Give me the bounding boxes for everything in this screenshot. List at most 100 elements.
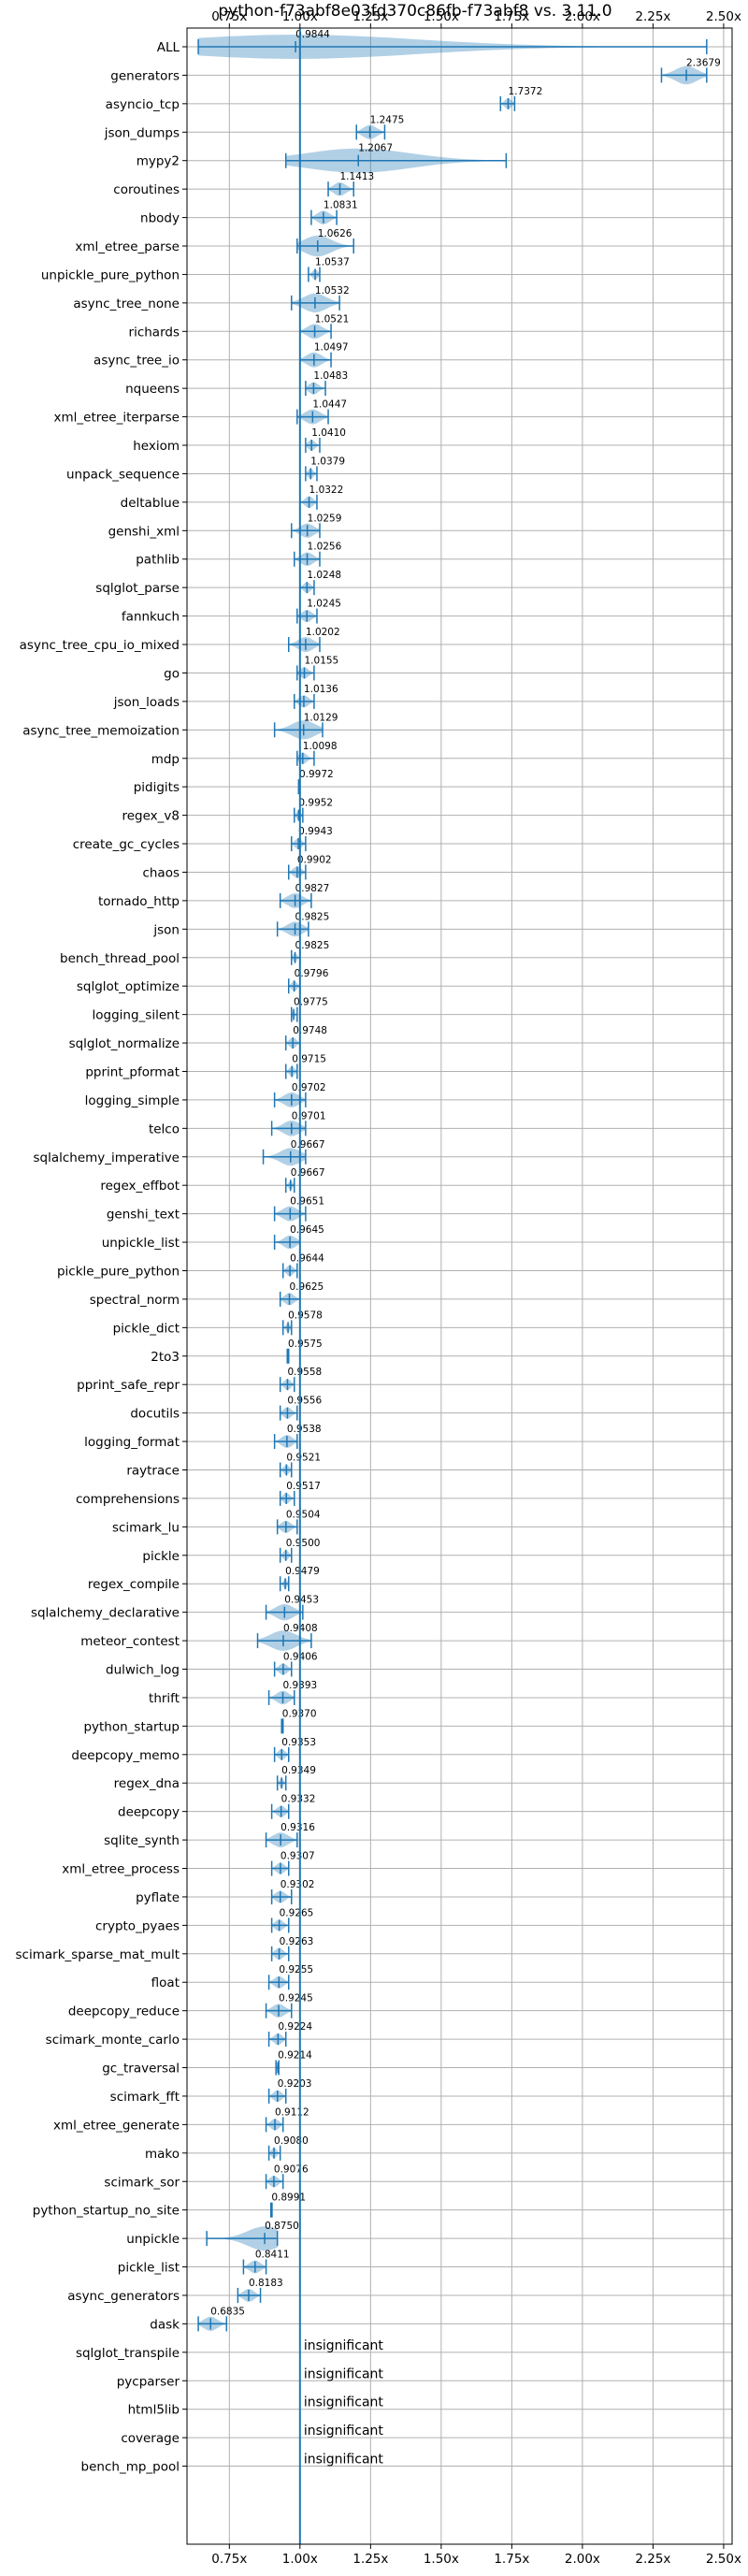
benchmark-mark-tornado_http: 0.9827 xyxy=(279,883,329,908)
benchmark-mark-async_tree_cpu_io_mixed: 1.0202 xyxy=(287,627,340,653)
value-label: 0.9224 xyxy=(278,2021,312,2033)
value-label: 0.8750 xyxy=(265,2221,299,2232)
x-tick-label-top: 0.75x xyxy=(211,9,247,24)
benchmark-mark-spectral_norm: 0.9625 xyxy=(279,1281,324,1307)
value-label: 1.0483 xyxy=(313,370,348,382)
value-label: 0.9943 xyxy=(298,826,333,837)
bottom-axis-ticks: 0.75x 1.00x 1.25x 1.50x 1.75x 2.00x 2.25x 2.50x xyxy=(211,2544,741,2567)
benchmark-label: pickle_dict xyxy=(113,1321,180,1336)
value-label: 2.3679 xyxy=(686,57,721,68)
benchmark-mark-async_generators: 0.8183 xyxy=(237,2278,283,2303)
value-label: 0.9538 xyxy=(287,1424,322,1435)
benchmark-label: scimark_sor xyxy=(104,2175,180,2190)
x-tick-label-bottom: 1.50x xyxy=(424,2552,459,2567)
value-label: 0.9651 xyxy=(290,1196,324,1208)
value-label: 0.9479 xyxy=(285,1566,320,1577)
value-label: 0.9255 xyxy=(279,1964,313,1975)
benchmark-label: bench_mp_pool xyxy=(81,2460,180,2475)
benchmark-mark-mypy2: 1.2067 xyxy=(284,143,508,173)
benchmark-label: ALL xyxy=(157,40,180,55)
benchmark-mark-raytrace: 0.9521 xyxy=(279,1453,321,1478)
benchmark-label: crypto_pyaes xyxy=(95,1918,180,1933)
value-label: 0.9667 xyxy=(291,1167,325,1179)
benchmark-mark-unpickle_pure_python: 1.0537 xyxy=(308,256,350,282)
benchmark-label: sqlglot_normalize xyxy=(69,1036,180,1051)
x-tick-label-top: 1.50x xyxy=(424,9,459,24)
value-label: 0.9214 xyxy=(278,2050,312,2062)
benchmark-mark-richards: 1.0521 xyxy=(299,313,349,340)
benchmark-label: html5lib xyxy=(128,2403,180,2418)
benchmark-label: scimark_monte_carlo xyxy=(46,2033,180,2048)
benchmark-label: telco xyxy=(149,1122,180,1136)
benchmark-label: async_tree_none xyxy=(73,297,180,311)
benchmark-label: async_tree_io xyxy=(94,354,180,369)
value-label: 0.9701 xyxy=(292,1110,326,1122)
x-tick-label-top: 2.50x xyxy=(706,9,741,24)
benchmark-mark-scimark_fft: 0.9203 xyxy=(267,2078,312,2104)
benchmark-mark-generators: 2.3679 xyxy=(660,57,721,85)
benchmark-label: python_startup xyxy=(83,1719,180,1734)
benchmark-label: xml_etree_iterparse xyxy=(54,411,180,426)
benchmark-label: regex_compile xyxy=(88,1577,180,1592)
benchmark-mark-python_startup_no_site: 0.8991 xyxy=(269,2192,306,2218)
benchmark-mark-logging_format: 0.9538 xyxy=(273,1424,322,1450)
x-tick-label-bottom: 0.75x xyxy=(211,2552,247,2567)
value-label: 0.9645 xyxy=(290,1224,324,1236)
benchmark-label: docutils xyxy=(130,1407,180,1422)
benchmark-mark-asyncio_tcp: 1.7372 xyxy=(499,86,542,111)
benchmark-label: dulwich_log xyxy=(106,1663,180,1678)
insignificant-label: insignificant xyxy=(304,2395,384,2410)
x-tick-label-bottom: 2.00x xyxy=(565,2552,600,2567)
benchmark-mark-regex_dna: 0.9349 xyxy=(276,1765,316,1791)
benchmark-mark-scimark_monte_carlo: 0.9224 xyxy=(267,2021,312,2048)
benchmark-mark-xml_etree_process: 0.9307 xyxy=(270,1851,315,1876)
value-label: 1.0532 xyxy=(315,285,350,297)
insignificant-label: insignificant xyxy=(304,2366,384,2381)
benchmark-label: scimark_lu xyxy=(112,1520,180,1535)
benchmark-label: logging_silent xyxy=(93,1008,180,1023)
benchmark-label: pyflate xyxy=(136,1890,180,1905)
benchmark-label: dask xyxy=(150,2317,180,2332)
value-label: 0.9625 xyxy=(290,1281,324,1293)
insignificant-label: insignificant xyxy=(304,2338,384,2353)
x-tick-label-bottom: 1.25x xyxy=(352,2552,388,2567)
value-label: 0.9076 xyxy=(274,2164,309,2175)
benchmark-mark-deltablue: 1.0322 xyxy=(299,485,343,510)
value-label: 1.0202 xyxy=(306,627,340,638)
benchmark-label: comprehensions xyxy=(76,1492,180,1507)
value-label: 0.9203 xyxy=(278,2078,312,2090)
benchmark-label: raytrace xyxy=(126,1464,180,1479)
benchmark-mark-pickle: 0.9500 xyxy=(279,1538,320,1563)
value-label: 1.0447 xyxy=(312,399,347,411)
benchmark-mark-comprehensions: 0.9517 xyxy=(279,1481,321,1506)
value-label: 0.9972 xyxy=(299,769,334,780)
benchmark-mark-go: 1.0155 xyxy=(296,655,338,681)
benchmark-label: meteor_contest xyxy=(80,1634,180,1649)
top-axis-ticks: 0.75x 1.00x 1.25x 1.50x 1.75x 2.00x 2.25x 2.50x xyxy=(211,9,741,28)
x-tick-label-top: 1.25x xyxy=(352,9,388,24)
value-label: 0.9307 xyxy=(280,1851,315,1862)
value-label: 0.8411 xyxy=(255,2250,290,2261)
benchmark-label: mako xyxy=(145,2147,180,2162)
benchmark-mark-coroutines: 1.1413 xyxy=(327,171,374,197)
benchmark-label: json_dumps xyxy=(104,125,180,140)
value-label: 0.9316 xyxy=(280,1822,315,1833)
benchmark-mark-sqlglot_transpile: insignificant xyxy=(304,2338,384,2353)
benchmark-mark-unpack_sequence: 1.0379 xyxy=(305,456,345,482)
value-label: 0.9715 xyxy=(292,1053,326,1064)
benchmark-mark-xml_etree_parse: 1.0626 xyxy=(296,228,354,257)
value-label: 0.9952 xyxy=(298,798,333,809)
x-tick-label-top: 1.00x xyxy=(282,9,318,24)
value-label: 1.0379 xyxy=(310,456,345,467)
benchmark-mark-genshi_xml: 1.0259 xyxy=(291,513,341,539)
insignificant-label: insignificant xyxy=(304,2424,384,2439)
plot-frame xyxy=(186,27,733,2545)
benchmark-mark-json_dumps: 1.2475 xyxy=(355,114,404,140)
value-label: 0.9667 xyxy=(291,1139,325,1151)
benchmark-mark-html5lib: insignificant xyxy=(304,2395,384,2410)
benchmark-label: logging_format xyxy=(84,1435,180,1450)
value-label: 0.9748 xyxy=(293,1025,327,1036)
value-label: 1.0256 xyxy=(308,542,342,553)
benchmark-label: sqlalchemy_imperative xyxy=(34,1151,180,1165)
value-label: 1.0626 xyxy=(318,228,352,239)
